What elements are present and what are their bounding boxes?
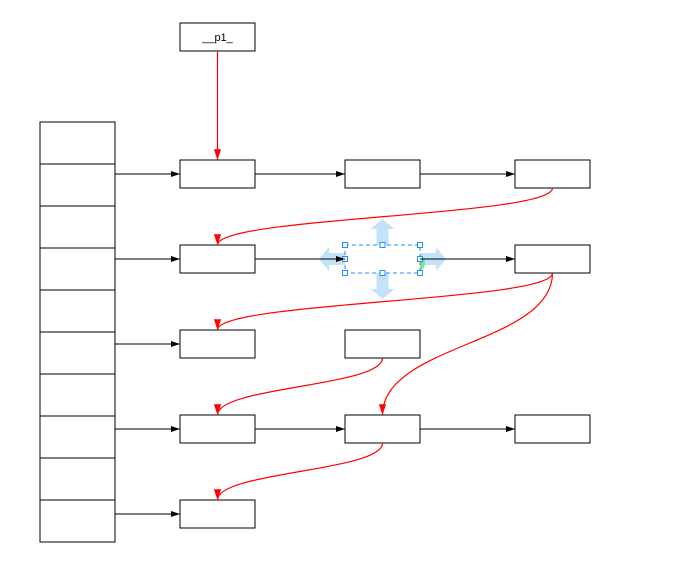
edge-red bbox=[218, 443, 383, 500]
diagram-canvas: __p1_ bbox=[0, 0, 675, 584]
selection-handle[interactable] bbox=[418, 271, 423, 276]
grid-node[interactable] bbox=[180, 245, 255, 273]
left-stack-cell bbox=[40, 374, 115, 416]
grid-node[interactable] bbox=[180, 500, 255, 528]
grid-node[interactable] bbox=[345, 415, 420, 443]
grid-node[interactable] bbox=[345, 160, 420, 188]
edge-red bbox=[218, 358, 383, 415]
selection-handle[interactable] bbox=[343, 271, 348, 276]
left-stack-cell bbox=[40, 164, 115, 206]
left-stack-cell bbox=[40, 458, 115, 500]
left-stack-cell bbox=[40, 122, 115, 164]
selection-handle[interactable] bbox=[418, 243, 423, 248]
grid-node[interactable] bbox=[515, 160, 590, 188]
grid-node-selected[interactable] bbox=[345, 245, 420, 273]
selection-handle[interactable] bbox=[380, 243, 385, 248]
selection-handle[interactable] bbox=[343, 243, 348, 248]
grid-node[interactable] bbox=[180, 160, 255, 188]
left-stack-cell bbox=[40, 500, 115, 542]
grid-node[interactable] bbox=[515, 415, 590, 443]
left-stack-cell bbox=[40, 290, 115, 332]
left-stack-cell bbox=[40, 416, 115, 458]
grid-node[interactable] bbox=[345, 330, 420, 358]
grid-node[interactable] bbox=[180, 330, 255, 358]
left-stack-cell bbox=[40, 248, 115, 290]
top-label-text: __p1_ bbox=[201, 32, 233, 44]
grid-node[interactable] bbox=[515, 245, 590, 273]
left-stack-cell bbox=[40, 206, 115, 248]
selection-handle[interactable] bbox=[380, 271, 385, 276]
grid-node[interactable] bbox=[180, 415, 255, 443]
left-stack-cell bbox=[40, 332, 115, 374]
